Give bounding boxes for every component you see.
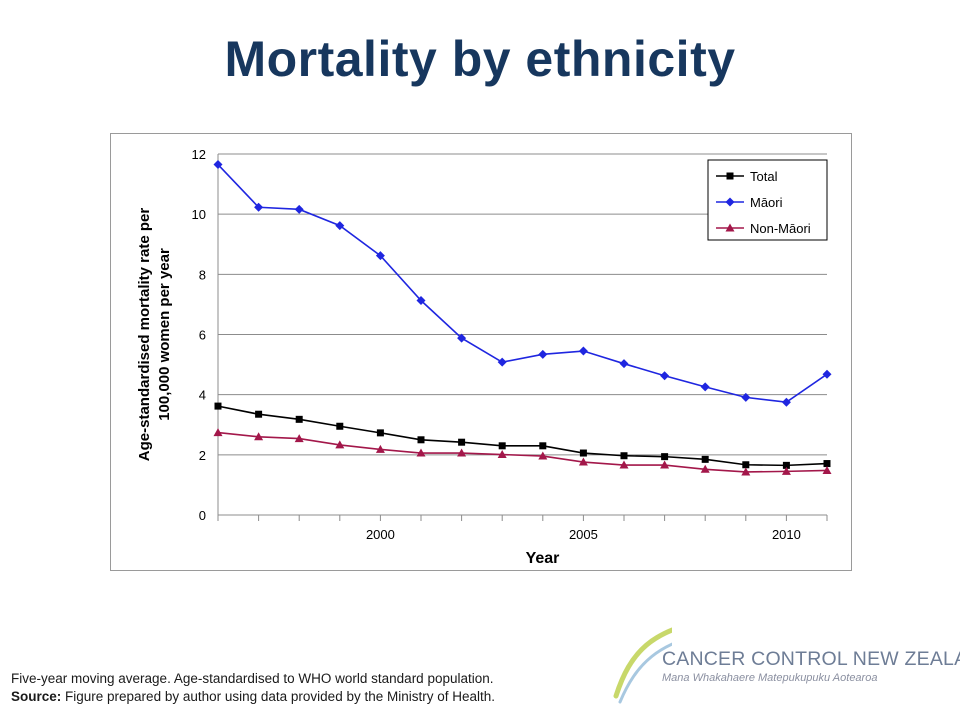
data-point-total (336, 422, 344, 430)
chart-frame: 0 2 4 6 8 10 12 2000 2005 2010 Year Age-standardise… (110, 133, 852, 571)
source-text: Figure prepared by author using data pro… (61, 689, 496, 704)
y-tick-label: 2 (199, 448, 206, 463)
logo-name: CANCER CONTROL NEW ZEALAND (662, 648, 960, 670)
data-point-total (539, 442, 547, 450)
logo-swoosh-icon (613, 627, 672, 704)
data-point-total (823, 460, 831, 468)
footnote-note: Five-year moving average. Age-standardis… (11, 671, 494, 686)
data-point-non-m-ori (822, 465, 832, 474)
data-point-m-ori (700, 382, 710, 392)
mortality-line-chart: 0 2 4 6 8 10 12 2000 2005 2010 Year Age-standardise… (136, 147, 832, 567)
data-point-non-m-ori (578, 457, 588, 466)
data-point-total (458, 438, 466, 446)
legend-label-total: Total (750, 169, 778, 184)
data-point-m-ori (457, 333, 467, 343)
data-point-total (295, 415, 303, 423)
data-point-non-m-ori (457, 448, 467, 457)
cancer-control-logo: CANCER CONTROL NEW ZEALAND Mana Whakahae… (612, 612, 960, 708)
data-point-total (417, 436, 425, 444)
data-point-non-m-ori (619, 460, 629, 469)
y-tick-label: 8 (199, 267, 206, 282)
data-point-total (579, 449, 587, 457)
data-point-m-ori (619, 359, 629, 369)
y-tick-label: 10 (192, 207, 206, 222)
data-point-non-m-ori (781, 466, 791, 475)
legend-label-non-m-ori: Non-Māori (750, 221, 811, 236)
data-point-m-ori (335, 221, 345, 231)
x-tick-label: 2005 (569, 527, 598, 542)
data-point-non-m-ori (254, 432, 264, 441)
data-point-m-ori (781, 397, 791, 407)
legend-label-m-ori: Māori (750, 195, 783, 210)
data-point-non-m-ori (741, 467, 751, 476)
data-point-total (620, 452, 628, 460)
x-axis-title: Year (526, 550, 560, 567)
data-point-non-m-ori (416, 448, 426, 457)
slide-title: Mortality by ethnicity (224, 31, 736, 87)
legend-marker-total (726, 172, 734, 180)
data-point-non-m-ori (213, 428, 223, 437)
y-axis-title-line1: Age-standardised mortality rate per (136, 208, 153, 462)
data-point-m-ori (213, 160, 223, 170)
data-point-total (661, 453, 669, 461)
logo-tagline: Mana Whakahaere Matepukupuku Aotearoa (662, 672, 878, 684)
y-tick-label: 12 (192, 147, 206, 162)
data-point-m-ori (254, 202, 264, 212)
data-point-total (742, 461, 750, 469)
x-tick-label: 2010 (772, 527, 801, 542)
data-point-non-m-ori (375, 444, 385, 453)
y-tick-label: 6 (199, 328, 206, 343)
y-tick-label: 4 (199, 388, 206, 403)
data-point-m-ori (375, 251, 385, 261)
data-point-m-ori (822, 369, 832, 379)
data-point-m-ori (578, 346, 588, 356)
data-point-m-ori (294, 204, 304, 214)
data-point-non-m-ori (335, 440, 345, 449)
footnote-source: Source: Figure prepared by author using … (11, 688, 611, 706)
data-point-non-m-ori (538, 451, 548, 460)
data-point-m-ori (416, 296, 426, 306)
series-line-non-m-ori (217, 431, 828, 473)
data-point-total (701, 455, 709, 463)
y-axis-title-line2: 100,000 women per year (156, 248, 173, 421)
series-line-m-ori (217, 163, 828, 404)
legend-marker-non-m-ori (725, 223, 735, 232)
data-point-total (255, 410, 263, 418)
series-line-total (217, 405, 828, 467)
data-point-m-ori (660, 371, 670, 381)
source-label: Source: (11, 689, 62, 704)
data-point-m-ori (538, 349, 548, 359)
data-point-total (782, 461, 790, 469)
x-tick-label: 2000 (366, 527, 395, 542)
data-point-total (376, 429, 384, 437)
data-point-m-ori (497, 357, 507, 367)
legend-marker-m-ori (725, 197, 735, 207)
y-tick-label: 0 (199, 508, 206, 523)
data-point-total (498, 442, 506, 450)
data-point-non-m-ori (294, 434, 304, 443)
data-point-non-m-ori (700, 464, 710, 473)
data-point-non-m-ori (497, 450, 507, 459)
data-point-total (214, 402, 222, 410)
footnote: Five-year moving average. Age-standardis… (11, 670, 611, 706)
data-point-m-ori (741, 392, 751, 402)
data-point-non-m-ori (660, 460, 670, 469)
